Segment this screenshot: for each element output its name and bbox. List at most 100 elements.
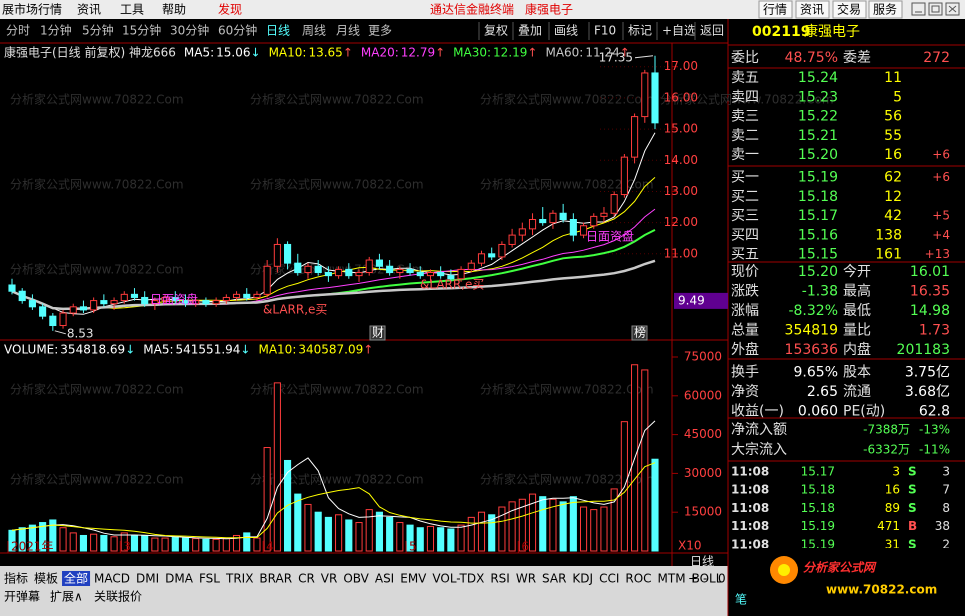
volume-bar [243,532,251,552]
indicator-tab[interactable]: MTM [658,572,686,586]
indicator-tab[interactable]: BOLL [692,572,723,586]
indicator-tab[interactable]: BRAR [259,572,292,586]
signal-box [631,325,648,341]
indicator-tab[interactable]: ASI [375,572,394,586]
menu-item[interactable]: 帮助 [162,3,186,17]
logo-name: 分析家公式网 [803,561,877,575]
top-button[interactable] [868,0,903,19]
zoom-button[interactable]: + [688,572,698,586]
stock-name: 康强电子 [804,23,860,40]
volume-bar [110,536,118,552]
indicator-tab[interactable]: 指标 [4,571,28,586]
tick-count: 7 [942,483,950,497]
tick-side: S [908,501,917,515]
period-tab[interactable]: 分时 [6,24,30,38]
period-tab[interactable]: 60分钟 [218,23,257,38]
volume-bar [253,537,261,552]
indicator-tab[interactable]: MACD [94,572,130,586]
indicator-tab[interactable]: RSI [490,572,510,586]
indicator-tab[interactable]: DMA [165,572,194,586]
candle-body [273,243,281,267]
zoom-button[interactable]: - [703,572,707,586]
candle-body [39,306,47,317]
order-change: +4 [932,228,950,242]
order-change: +13 [925,247,950,261]
tick-volume: 89 [885,501,900,515]
tool-button[interactable]: 复权 [484,24,508,38]
candle-body [457,268,465,280]
tool-button[interactable]: 标记 [628,24,652,38]
legend-value: 11.24 [585,46,619,60]
flow-label: 净流入额 [731,422,787,438]
volume-bar [569,496,577,552]
candle-body [181,300,190,305]
period-tab[interactable]: 30分钟 [170,23,209,38]
order-volume: 56 [884,109,902,125]
stat-label: 净资 [731,384,759,400]
bottom-button[interactable]: 开弹幕 [4,590,40,604]
top-button-label: 服务 [873,2,897,17]
period-tab[interactable]: 周线 [302,24,326,38]
volume-bar [202,538,210,552]
stat-label: 最低 [843,303,871,319]
indicator-tab[interactable]: SAR [542,572,566,586]
period-tab[interactable]: 更多 [368,24,392,38]
indicator-tab[interactable]: TRIX [225,572,253,586]
indicator-tab[interactable]: FSL [199,572,220,586]
period-tab[interactable]: 15分钟 [122,23,161,38]
indicator-tab[interactable]: EMV [400,572,427,586]
top-button[interactable] [832,0,867,19]
legend-label: MA5: [184,46,214,60]
indicator-tab[interactable]: CR [298,572,315,586]
candle-body [130,293,139,298]
indicator-tab[interactable]: KDJ [572,572,593,586]
bottom-button[interactable]: 关联报价 [94,589,142,604]
indicator-tab[interactable]: CCI [599,572,619,586]
tool-button[interactable]: 返回 [700,24,724,38]
legend-label: MA30: [453,46,491,60]
menu-item[interactable]: 发现 [218,2,242,17]
menu-item[interactable]: 工具 [120,3,144,17]
order-change: +6 [932,148,950,162]
period-tab[interactable]: 月线 [336,24,360,38]
candle-body [375,259,383,267]
tool-button[interactable]: F10 [594,24,616,38]
volume-bar [600,506,608,552]
period-tab[interactable]: 5分钟 [82,23,114,38]
tool-button[interactable]: +自选 [662,24,696,38]
top-button[interactable] [795,0,830,19]
menu-item[interactable]: 资讯 [77,3,101,17]
stat-value: -1.38 [802,284,838,300]
y-tick-label: 11.00 [664,246,698,260]
indicator-tab[interactable]: ROC [625,572,651,586]
v-tick-label: 75000 [684,350,722,364]
indicator-tab[interactable]: VOL-TDX [432,572,484,586]
minimize[interactable] [911,2,926,16]
zoom-button[interactable]: 0 [718,572,726,586]
maximize[interactable] [928,2,943,16]
candle-body [192,300,200,305]
stat-value: 9.65% [794,365,838,381]
ma-line [11,177,656,310]
tool-button[interactable]: 画线 [554,24,578,38]
watermark: 分析家公式网www.70822.Com [250,92,424,107]
candle-body [232,293,241,298]
indicator-tab[interactable]: 模板 [34,572,58,586]
menu-item[interactable]: 展市场行情 [2,2,62,17]
indicator-tab[interactable]: VR [321,572,338,586]
indicator-tab[interactable]: > [728,572,738,586]
tool-button[interactable]: 叠加 [518,24,542,38]
top-button[interactable] [758,0,793,19]
indicator-tab[interactable]: 全部 [64,571,88,586]
legend-value: 340587.09 [298,343,363,357]
period-tab[interactable]: 1分钟 [40,23,72,38]
indicator-tab[interactable]: WR [516,572,536,586]
indicator-tab[interactable]: DMI [136,572,159,586]
period-tab[interactable]: 日线 [266,24,290,38]
indicator-tab[interactable]: OBV [343,572,369,586]
flow-pct: -13% [919,423,950,437]
legend-label: MA10: [269,46,307,60]
high-label: 17.35 [599,50,633,64]
close[interactable] [945,2,960,16]
bottom-button[interactable]: 扩展∧ [50,590,83,604]
